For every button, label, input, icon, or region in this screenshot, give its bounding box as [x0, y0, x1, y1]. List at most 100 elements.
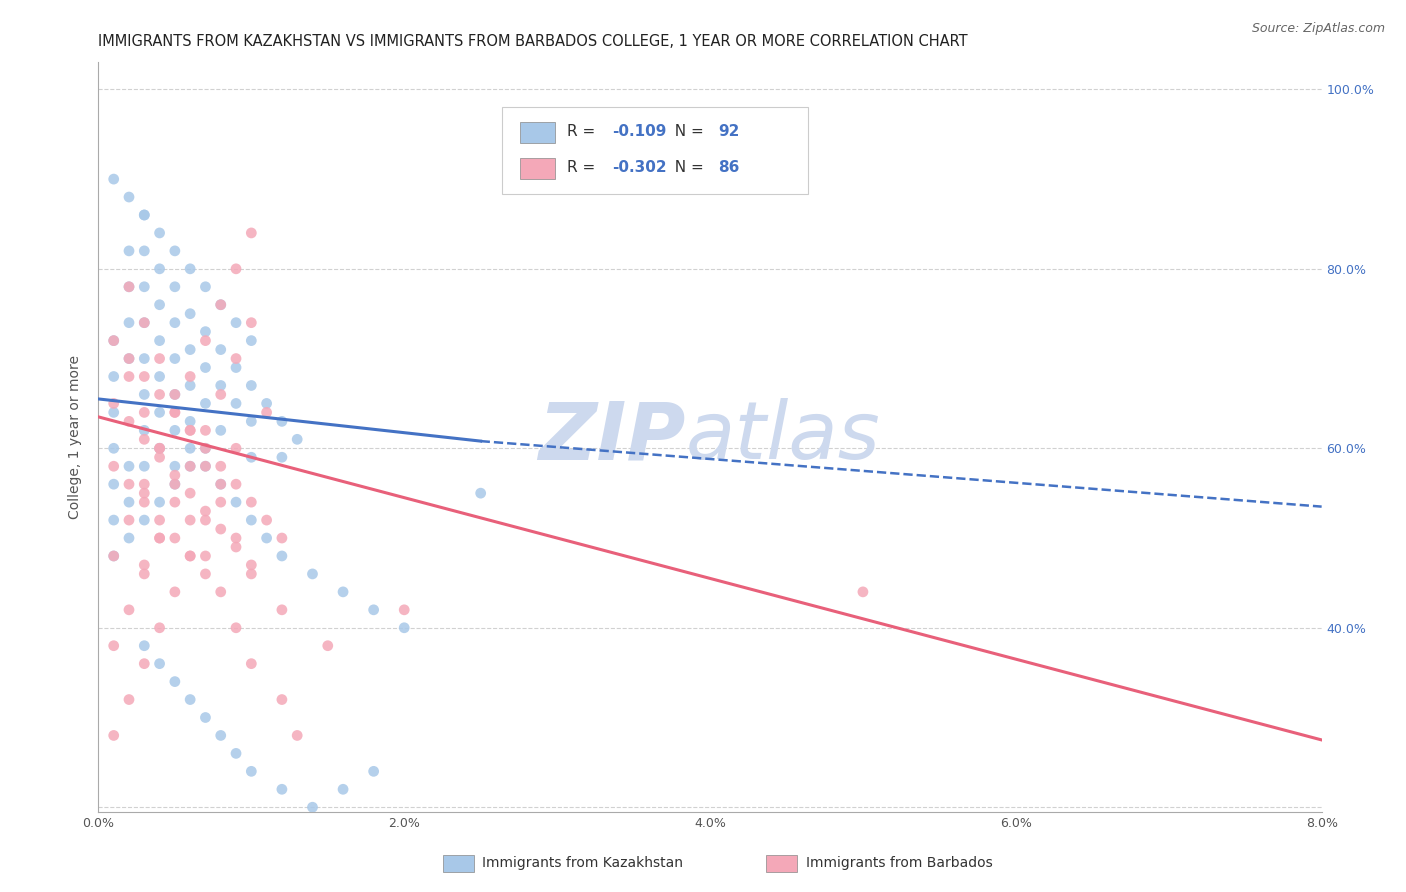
Point — [134, 405, 156, 419]
Point — [103, 396, 125, 410]
Point — [240, 226, 263, 240]
Point — [240, 566, 263, 581]
Point — [103, 728, 125, 742]
Point — [134, 279, 156, 293]
Point — [149, 405, 172, 419]
Point — [163, 477, 186, 491]
Point — [163, 387, 186, 401]
Point — [194, 710, 217, 724]
Point — [225, 442, 247, 456]
Point — [332, 782, 354, 797]
Point — [149, 334, 172, 348]
Point — [256, 396, 278, 410]
Point — [194, 442, 217, 456]
Point — [301, 800, 323, 814]
Point — [103, 334, 125, 348]
Point — [118, 414, 141, 428]
Point — [149, 531, 172, 545]
Text: R =: R = — [567, 160, 600, 175]
Point — [134, 369, 156, 384]
Point — [179, 459, 201, 474]
Point — [194, 459, 217, 474]
Point — [118, 190, 141, 204]
Point — [179, 369, 201, 384]
Point — [194, 423, 217, 437]
Point — [134, 495, 156, 509]
Point — [270, 692, 294, 706]
Point — [179, 692, 201, 706]
Point — [163, 244, 186, 258]
Point — [179, 423, 201, 437]
Point — [103, 549, 125, 563]
Point — [209, 495, 232, 509]
Point — [179, 423, 201, 437]
Point — [363, 603, 385, 617]
Point — [225, 477, 247, 491]
Point — [209, 477, 232, 491]
Point — [225, 360, 247, 375]
Point — [163, 387, 186, 401]
Point — [225, 316, 247, 330]
Point — [134, 486, 156, 500]
Point — [134, 657, 156, 671]
Point — [209, 298, 232, 312]
Point — [240, 316, 263, 330]
Point — [209, 459, 232, 474]
Point — [134, 316, 156, 330]
Point — [225, 495, 247, 509]
Point — [118, 351, 141, 366]
Point — [194, 566, 217, 581]
Text: Immigrants from Barbados: Immigrants from Barbados — [806, 856, 993, 871]
Point — [134, 208, 156, 222]
Point — [118, 692, 141, 706]
Point — [134, 351, 156, 366]
Point — [270, 531, 294, 545]
Point — [179, 513, 201, 527]
Y-axis label: College, 1 year or more: College, 1 year or more — [69, 355, 83, 519]
Point — [149, 226, 172, 240]
Point — [240, 378, 263, 392]
Point — [134, 566, 156, 581]
Point — [118, 459, 141, 474]
Point — [194, 442, 217, 456]
Point — [118, 513, 141, 527]
Point — [256, 531, 278, 545]
Point — [149, 621, 172, 635]
Point — [134, 459, 156, 474]
Point — [118, 279, 141, 293]
Point — [852, 585, 875, 599]
Point — [240, 334, 263, 348]
Point — [256, 405, 278, 419]
Point — [194, 279, 217, 293]
Text: Source: ZipAtlas.com: Source: ZipAtlas.com — [1251, 22, 1385, 36]
Point — [118, 495, 141, 509]
Point — [194, 513, 217, 527]
Point — [149, 261, 172, 276]
Point — [118, 531, 141, 545]
Point — [163, 351, 186, 366]
Point — [149, 531, 172, 545]
Point — [179, 343, 201, 357]
Point — [194, 549, 217, 563]
Point — [392, 621, 416, 635]
Point — [285, 728, 308, 742]
Point — [209, 522, 232, 536]
Point — [163, 405, 186, 419]
FancyBboxPatch shape — [520, 158, 555, 178]
Point — [209, 423, 232, 437]
Point — [209, 298, 232, 312]
Point — [179, 459, 201, 474]
Point — [149, 442, 172, 456]
Point — [134, 208, 156, 222]
Point — [316, 639, 339, 653]
Point — [240, 414, 263, 428]
Point — [118, 369, 141, 384]
Point — [149, 351, 172, 366]
Point — [103, 369, 125, 384]
Point — [225, 351, 247, 366]
Point — [209, 343, 232, 357]
Text: IMMIGRANTS FROM KAZAKHSTAN VS IMMIGRANTS FROM BARBADOS COLLEGE, 1 YEAR OR MORE C: IMMIGRANTS FROM KAZAKHSTAN VS IMMIGRANTS… — [98, 34, 969, 49]
Text: Immigrants from Kazakhstan: Immigrants from Kazakhstan — [482, 856, 683, 871]
Point — [134, 433, 156, 447]
Point — [179, 307, 201, 321]
